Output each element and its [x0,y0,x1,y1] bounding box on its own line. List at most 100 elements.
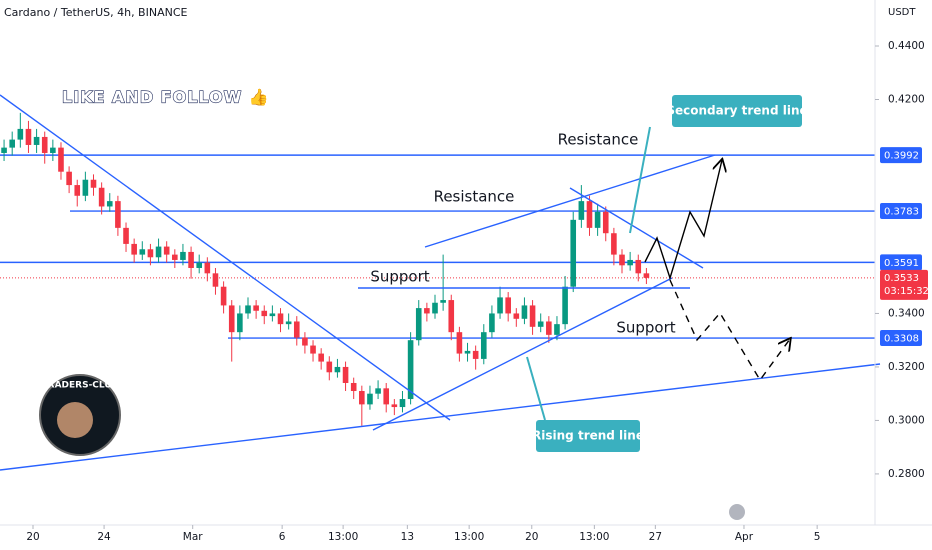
candle-body [82,179,89,196]
annotation: Resistance [434,188,515,206]
candle-body [375,388,381,394]
candle-body [277,313,284,325]
candle-body [115,201,121,228]
secondary-trend-line [424,154,716,248]
candle-body [602,211,609,234]
downtrend-line [0,94,451,421]
y-tick-label: 0.2800 [888,468,925,480]
last-price-label: 0.3533 [884,273,919,284]
annotation: Support [616,319,675,337]
candle-body [318,353,324,362]
candle-body [342,366,349,383]
candle-body [643,273,650,278]
x-tick-label: 13:00 [328,531,358,543]
level-label: 0.3783 [884,207,919,218]
level-label-box [880,203,922,220]
callout-text: Rising trend line [532,429,644,443]
annotation: Support [370,268,429,286]
x-tick-label: 27 [649,531,662,543]
event-icon [729,504,745,520]
y-tick-label: 0.3000 [888,414,925,426]
candle-body [58,147,64,172]
x-tick-label: 20 [525,531,538,543]
rising-trend-line [372,277,673,431]
candle-body [383,388,390,405]
candle-body [578,201,585,220]
candle-body [228,305,235,333]
candle-body [472,350,479,359]
annotation: Resistance [558,131,639,149]
candle-body [359,391,365,405]
candle-body [9,139,15,148]
candle-body [424,308,430,314]
descending-line [569,187,704,269]
candle-body [326,361,333,373]
candle-body [456,332,463,354]
chart-title: Cardano / TetherUS, 4h, BINANCE [4,6,188,19]
candle-body [611,233,617,255]
candle-body [570,219,577,287]
candle-body [546,321,552,335]
x-tick-label: 20 [26,531,39,543]
candle-body [204,262,211,274]
candle-body [106,201,113,207]
candle-body [415,308,422,341]
last-price-box [880,269,928,300]
candle-body [147,249,154,258]
candle-body [66,171,72,186]
candle-body [391,404,398,408]
bear-arrow [669,279,790,382]
candle-body [131,243,137,255]
candle-body [440,300,446,303]
candle-body [237,313,243,333]
candle-body [367,393,373,405]
level-label-box [880,147,922,164]
candle-body [1,147,7,153]
candle-body [529,305,536,327]
bull-arrow [644,160,722,281]
candle-body [334,366,341,373]
candle-body [180,251,186,260]
candle-body [261,310,268,317]
y-tick-label: 0.4400 [888,40,925,52]
candle-body [220,286,227,306]
candle-body [188,251,194,268]
level-label-box [880,330,922,347]
y-tick-label: 0.3200 [888,361,925,373]
logo-text: TRADERS-CLUB [42,381,119,391]
axes: 0.4400 0.4200 0.3400 0.3200 0.3000 0.2800 20 24… [26,40,929,543]
candle-body [98,187,105,207]
candle-body [521,305,528,319]
candle-body [480,332,487,359]
candle-body [448,300,455,333]
candle-body [310,345,316,354]
callout-pointer [629,126,651,234]
callout-box [672,95,802,127]
candle-body [464,350,471,354]
candle-body [562,286,568,325]
candle-body [74,185,81,196]
y-tick-label: 0.4200 [888,93,925,105]
x-tick-label: 13:00 [579,531,609,543]
logo-figure [57,402,93,438]
candle-body [17,128,24,140]
candle-body [196,262,203,268]
candle-body [586,201,593,228]
candle-body [212,273,219,287]
callout-pointer [526,356,546,421]
candle-body [172,254,178,260]
candle-body [163,246,170,255]
candle-body [594,211,601,228]
candle-body [285,321,292,325]
level-label-box [880,254,922,271]
candle-body [269,313,276,317]
x-tick-label: 5 [814,531,821,543]
candle-body [350,382,357,392]
currency: USDT [888,7,916,18]
countdown: 03:15:32 [884,286,929,297]
candle-body [537,321,544,327]
candle-body [41,136,48,153]
x-tick-label: 13:00 [454,531,484,543]
candle-body [399,399,406,408]
